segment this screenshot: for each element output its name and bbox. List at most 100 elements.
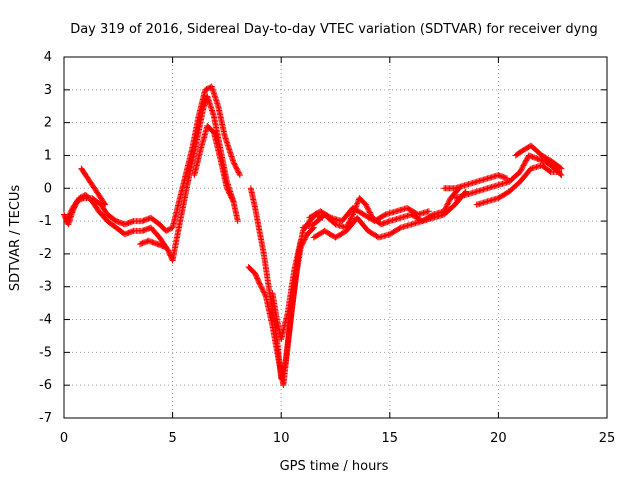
- x-tick-labels: 0 5 10 15 20 25: [60, 431, 615, 446]
- data-point: [255, 279, 262, 286]
- data-point: [443, 202, 450, 209]
- y-tick-label: -5: [39, 345, 52, 360]
- y-tick-label: 0: [44, 181, 52, 196]
- y-axis-label: SDTVAR / TECUs: [8, 185, 23, 292]
- data-point: [234, 166, 241, 173]
- y-tick-label: 4: [44, 50, 52, 65]
- data-point: [349, 211, 356, 218]
- data-point: [202, 86, 209, 93]
- data-point: [227, 193, 234, 200]
- data-point: [235, 169, 242, 176]
- data-point: [256, 280, 263, 287]
- data-point: [347, 215, 354, 222]
- data-point: [65, 212, 72, 219]
- data-point: [518, 166, 525, 173]
- data-point: [364, 205, 371, 212]
- data-point: [227, 191, 234, 198]
- data-point: [297, 237, 304, 244]
- y-tick-label: 1: [44, 148, 52, 163]
- data-point: [64, 215, 71, 222]
- data-point: [229, 197, 236, 204]
- data-point: [523, 157, 530, 164]
- data-points: [61, 83, 565, 389]
- data-point: [302, 235, 309, 242]
- data-point: [262, 292, 269, 299]
- data-point: [364, 204, 371, 211]
- data-point: [230, 159, 237, 166]
- data-point: [445, 199, 452, 206]
- data-point: [261, 289, 268, 296]
- data-point: [66, 211, 73, 218]
- data-point: [521, 161, 528, 168]
- data-point: [350, 210, 357, 217]
- data-point: [234, 168, 241, 175]
- data-point: [63, 218, 70, 225]
- data-point: [69, 206, 76, 213]
- data-point: [231, 161, 238, 168]
- data-point: [354, 199, 361, 206]
- axis-ticks: [63, 56, 608, 419]
- data-point: [163, 244, 170, 251]
- x-tick-label: 0: [60, 431, 68, 446]
- data-point: [517, 168, 524, 175]
- data-point: [366, 209, 373, 216]
- data-point: [362, 201, 369, 208]
- data-point: [381, 212, 388, 219]
- data-point: [521, 160, 528, 167]
- data-point: [232, 162, 239, 169]
- data-point: [348, 214, 355, 221]
- chart-title: Day 319 of 2016, Sidereal Day-to-day VTE…: [70, 22, 598, 37]
- y-tick-label: -4: [39, 313, 52, 328]
- data-point: [234, 218, 241, 225]
- data-point: [546, 168, 553, 175]
- x-tick-label: 15: [382, 431, 399, 446]
- x-tick-label: 10: [273, 431, 290, 446]
- data-point: [354, 200, 361, 207]
- data-point: [367, 210, 374, 217]
- data-point: [67, 210, 74, 217]
- data-point: [301, 236, 308, 243]
- data-point: [166, 225, 173, 232]
- data-point: [517, 167, 524, 174]
- data-point: [165, 226, 172, 233]
- data-point: [260, 288, 267, 295]
- data-point: [446, 197, 453, 204]
- data-point: [396, 225, 403, 232]
- data-point: [224, 186, 231, 193]
- data-point: [425, 208, 432, 215]
- data-point: [236, 172, 243, 179]
- y-tick-label: -6: [39, 378, 52, 393]
- data-point: [353, 201, 360, 208]
- data-point: [101, 200, 108, 207]
- data-point: [349, 212, 356, 219]
- y-tick-label: -7: [39, 411, 52, 426]
- data-point: [519, 163, 526, 170]
- y-tick-label: 3: [44, 83, 52, 98]
- x-tick-label: 5: [168, 431, 176, 446]
- data-point: [76, 195, 83, 202]
- data-point: [63, 216, 70, 223]
- data-point: [236, 170, 243, 177]
- y-tick-label: -3: [39, 280, 52, 295]
- data-point: [257, 283, 264, 290]
- data-point: [225, 187, 232, 194]
- data-point: [365, 206, 372, 213]
- data-point: [225, 189, 232, 196]
- data-point: [68, 207, 75, 214]
- data-point: [259, 285, 266, 292]
- data-point: [326, 214, 333, 221]
- data-point: [519, 165, 526, 172]
- data-point: [231, 160, 238, 167]
- data-point: [223, 185, 230, 192]
- data-point: [504, 175, 511, 182]
- data-point: [228, 194, 235, 201]
- data-point: [204, 85, 211, 92]
- data-point: [302, 233, 309, 240]
- data-point: [558, 172, 565, 179]
- data-point: [77, 194, 84, 201]
- data-point: [445, 200, 452, 207]
- y-tick-label: -2: [39, 247, 52, 262]
- data-point: [522, 158, 529, 165]
- plot-frame: [63, 56, 608, 419]
